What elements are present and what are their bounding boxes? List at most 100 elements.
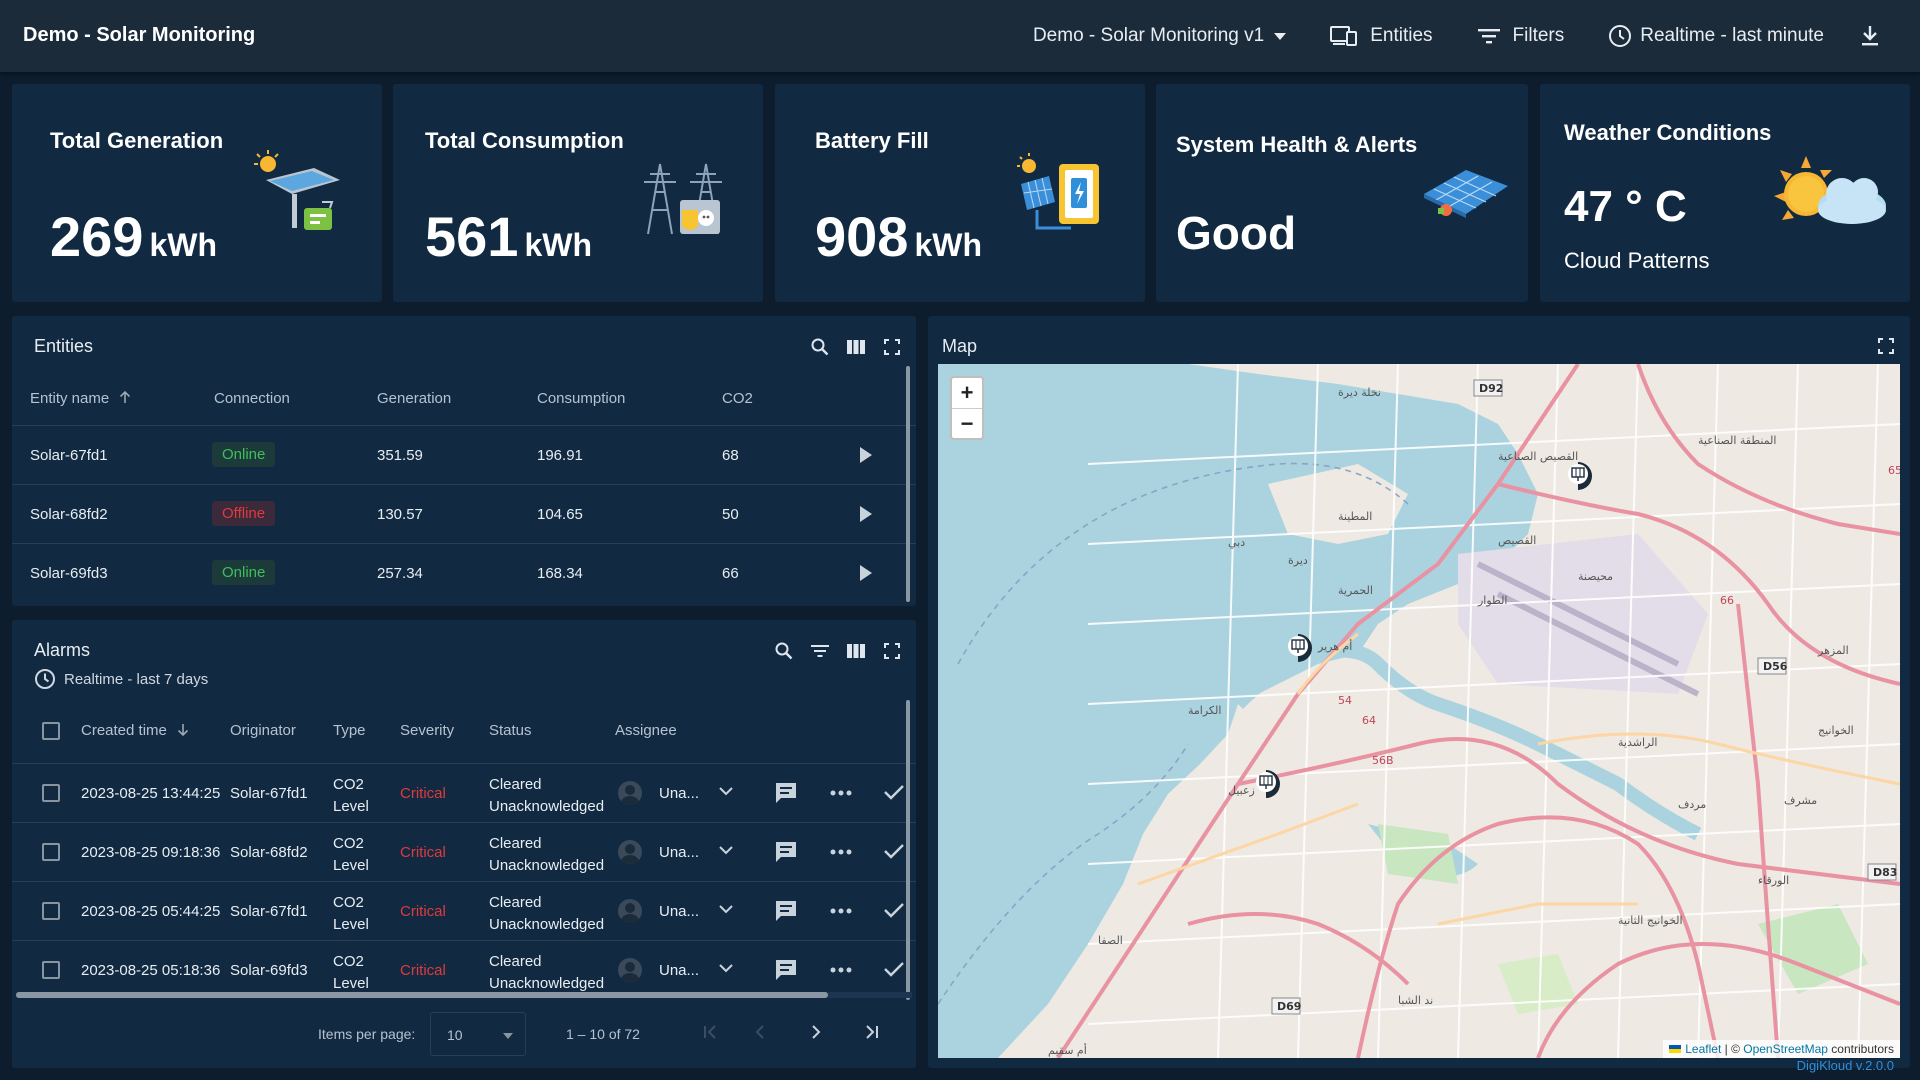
entities-button[interactable]: Entities: [1330, 25, 1433, 47]
first-page-icon[interactable]: [702, 1024, 718, 1040]
map-marker-3[interactable]: [1250, 768, 1282, 808]
assignee: Una...: [659, 962, 700, 979]
chevron-down-icon[interactable]: [719, 786, 733, 796]
row-checkbox[interactable]: [42, 902, 60, 920]
check-icon[interactable]: [884, 784, 904, 800]
zoom-in-button[interactable]: +: [960, 380, 974, 405]
filters-button[interactable]: Filters: [1477, 25, 1564, 47]
filter-button[interactable]: [802, 638, 838, 664]
originator: Solar-67fd1: [230, 785, 308, 802]
col-assignee[interactable]: Assignee: [615, 722, 677, 739]
status-line: Unacknowledged: [489, 916, 605, 933]
svg-text:الحمرية: الحمرية: [1338, 584, 1373, 597]
col-entity-name[interactable]: Entity name: [30, 390, 131, 407]
kpi-value: 47 ° C: [1564, 182, 1687, 231]
alarm-status: Cleared Unacknowledged: [489, 951, 604, 995]
row-checkbox[interactable]: [42, 843, 60, 861]
columns-button[interactable]: [838, 638, 874, 664]
toolbar-actions: Demo - Solar Monitoring v1 Entities Filt…: [1033, 0, 1920, 72]
col-co2[interactable]: CO2: [722, 390, 753, 407]
map-markers: [1256, 462, 1592, 808]
svg-text:المطينة: المطينة: [1338, 510, 1372, 523]
generation-value: 130.57: [377, 506, 423, 523]
columns-button[interactable]: [838, 334, 874, 360]
kpi-weather: Weather Conditions 47 ° C Cloud Patterns: [1540, 84, 1910, 302]
row-checkbox[interactable]: [42, 784, 60, 802]
table-row[interactable]: 2023-08-25 05:44:25 Solar-67fd1 CO2 Level…: [12, 882, 916, 941]
play-icon[interactable]: [860, 565, 872, 581]
play-icon[interactable]: [860, 447, 872, 463]
dashboard-select[interactable]: Demo - Solar Monitoring v1: [1033, 25, 1287, 47]
alarms-panel-actions: [766, 638, 910, 664]
col-originator[interactable]: Originator: [230, 722, 296, 739]
table-row[interactable]: Solar-68fd2 Offline 130.57 104.65 50: [12, 485, 916, 544]
table-row[interactable]: 2023-08-25 09:18:36 Solar-68fd2 CO2 Level…: [12, 823, 916, 882]
alarm-type-line: CO2: [333, 776, 364, 793]
table-row[interactable]: 2023-08-25 05:18:36 Solar-69fd3 CO2 Level…: [12, 941, 916, 1000]
col-consumption[interactable]: Consumption: [537, 390, 626, 407]
play-icon[interactable]: [860, 506, 872, 522]
alarm-type: CO2 Level: [333, 951, 369, 995]
col-created-time[interactable]: Created time: [81, 722, 189, 739]
col-generation[interactable]: Generation: [377, 390, 452, 407]
next-page-icon[interactable]: [808, 1024, 824, 1040]
comment-icon[interactable]: [774, 958, 798, 982]
col-severity[interactable]: Severity: [400, 722, 455, 739]
entities-table-header: Entity name Connection Generation Consum…: [12, 370, 916, 426]
fullscreen-button[interactable]: [874, 638, 910, 664]
alarms-timewindow[interactable]: Realtime - last 7 days: [34, 668, 208, 690]
chevron-down-icon[interactable]: [719, 845, 733, 855]
more-icon[interactable]: [830, 849, 852, 855]
download-button[interactable]: [1860, 25, 1880, 47]
fullscreen-icon[interactable]: [1878, 338, 1894, 354]
more-icon[interactable]: [830, 790, 852, 796]
generation-value: 351.59: [377, 447, 423, 464]
search-button[interactable]: [802, 334, 838, 360]
leaflet-link[interactable]: Leaflet: [1685, 1042, 1722, 1056]
col-type[interactable]: Type: [333, 722, 366, 739]
table-row[interactable]: Solar-67fd1 Online 351.59 196.91 68: [12, 426, 916, 485]
table-row[interactable]: 2023-08-25 13:44:25 Solar-67fd1 CO2 Level…: [12, 764, 916, 823]
osm-link[interactable]: OpenStreetMap: [1743, 1042, 1828, 1056]
entities-scrollbar[interactable]: [906, 366, 910, 602]
status-line: Cleared: [489, 776, 542, 793]
comment-icon[interactable]: [774, 840, 798, 864]
originator: Solar-69fd3: [230, 962, 308, 979]
entities-panel-actions: [802, 334, 910, 360]
check-icon[interactable]: [884, 961, 904, 977]
chevron-down-icon[interactable]: [719, 904, 733, 914]
alarm-type-line: CO2: [333, 894, 364, 911]
kpi-battery-fill: Battery Fill 908 kWh: [775, 84, 1145, 302]
check-icon[interactable]: [884, 902, 904, 918]
assignee: Una...: [659, 903, 700, 920]
search-button[interactable]: [766, 638, 802, 664]
map-canvas[interactable]: D92 D56 D69 D83 54 64 65A 66 56B نخلة ديرة دب…: [938, 364, 1900, 1058]
comment-icon[interactable]: [774, 781, 798, 805]
horizontal-scroll-thumb[interactable]: [16, 992, 828, 998]
svg-text:نخلة ديرة: نخلة ديرة: [1338, 386, 1381, 399]
horizontal-scrollbar[interactable]: [16, 992, 912, 998]
more-icon[interactable]: [830, 967, 852, 973]
timewindow-button[interactable]: Realtime - last minute: [1608, 24, 1824, 48]
map-marker-1[interactable]: [1562, 460, 1594, 500]
page-size-select[interactable]: 10: [430, 1012, 526, 1056]
consumption-value: 104.65: [537, 506, 583, 523]
alarms-scrollbar[interactable]: [906, 700, 910, 1000]
zoom-out-button[interactable]: −: [952, 408, 982, 438]
chevron-down-icon[interactable]: [719, 963, 733, 973]
table-row[interactable]: Solar-69fd3 Online 257.34 168.34 66: [12, 544, 916, 603]
map-marker-2[interactable]: [1282, 632, 1314, 672]
row-checkbox[interactable]: [42, 961, 60, 979]
prev-page-icon[interactable]: [752, 1024, 768, 1040]
col-connection[interactable]: Connection: [214, 390, 290, 407]
select-all-checkbox[interactable]: [42, 722, 60, 740]
fullscreen-button[interactable]: [874, 334, 910, 360]
check-icon[interactable]: [884, 843, 904, 859]
alarm-status: Cleared Unacknowledged: [489, 774, 604, 818]
more-icon[interactable]: [830, 908, 852, 914]
kpi-title: Total Consumption: [425, 128, 624, 153]
comment-icon[interactable]: [774, 899, 798, 923]
avatar: [618, 899, 642, 923]
last-page-icon[interactable]: [864, 1024, 880, 1040]
col-status[interactable]: Status: [489, 722, 532, 739]
